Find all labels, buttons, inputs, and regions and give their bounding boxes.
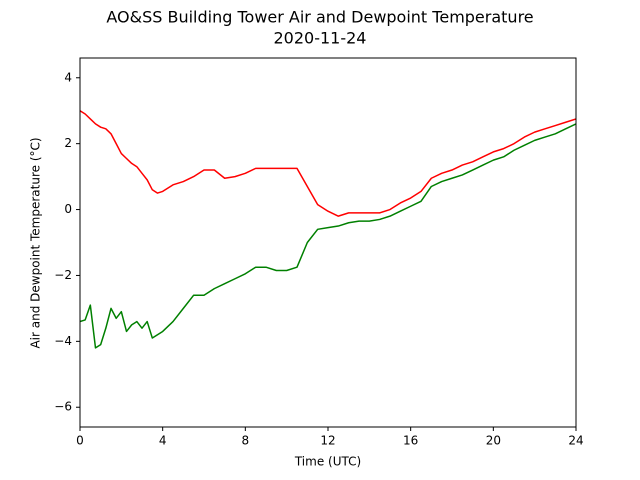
x-tick-label: 16 (403, 434, 418, 448)
x-tick-label: 0 (76, 434, 84, 448)
y-tick-label: 4 (64, 70, 72, 84)
data-line (80, 123, 576, 349)
y-tick-label: −4 (54, 334, 72, 348)
y-tick-label: −6 (54, 400, 72, 414)
chart-subtitle: 2020-11-24 (274, 29, 367, 48)
y-axis-label: Air and Dewpoint Temperature (°C) (29, 137, 43, 348)
data-line (80, 110, 576, 217)
x-tick-label: 12 (320, 434, 335, 448)
y-tick-label: −2 (54, 268, 72, 282)
x-tick-label: 4 (159, 434, 167, 448)
x-axis-label: Time (UTC) (294, 455, 361, 469)
x-tick-label: 8 (242, 434, 250, 448)
y-tick-label: 0 (64, 202, 72, 216)
x-tick-label: 20 (486, 434, 501, 448)
y-tick-label: 2 (64, 136, 72, 150)
x-tick-label: 24 (568, 434, 583, 448)
chart-title: AO&SS Building Tower Air and Dewpoint Te… (106, 8, 533, 27)
plot-frame (79, 57, 577, 428)
